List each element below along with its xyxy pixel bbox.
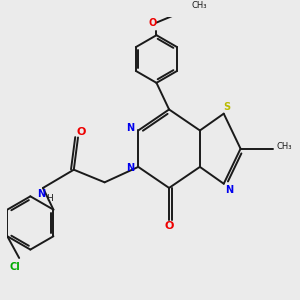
Text: N: N (38, 189, 46, 199)
Text: Cl: Cl (10, 262, 20, 272)
Text: O: O (76, 128, 86, 137)
Text: S: S (223, 103, 230, 112)
Text: O: O (164, 221, 174, 231)
Text: N: N (225, 185, 233, 195)
Text: N: N (126, 163, 134, 173)
Text: H: H (46, 194, 53, 203)
Text: O: O (148, 18, 156, 28)
Text: N: N (126, 123, 134, 133)
Text: CH₃: CH₃ (277, 142, 292, 151)
Text: CH₃: CH₃ (191, 1, 207, 10)
